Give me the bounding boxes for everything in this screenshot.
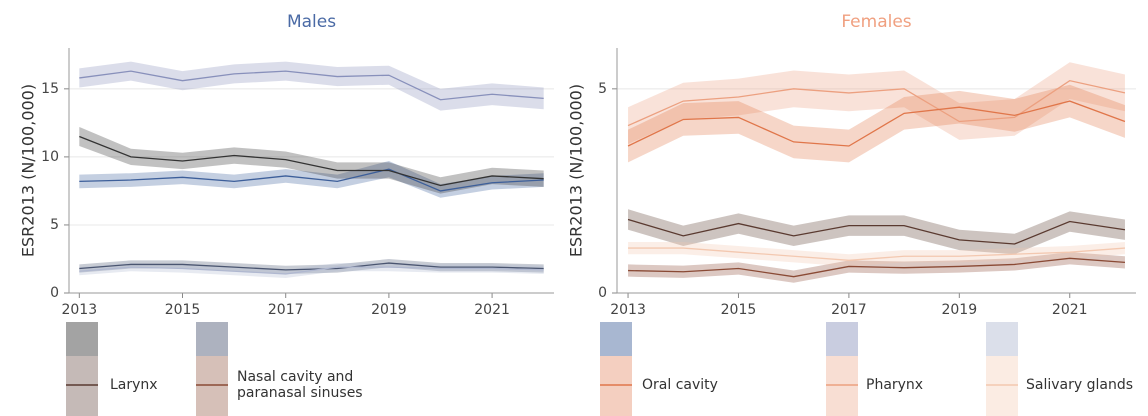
x-tick-label: 2017 — [268, 302, 304, 318]
series-line — [627, 218, 1126, 245]
legend-swatch-female — [196, 356, 228, 416]
series-line — [628, 247, 1126, 261]
x-tick-label: 2017 — [831, 302, 867, 318]
y-tick-label: 10 — [41, 149, 59, 165]
y-tick-label: 15 — [41, 81, 59, 97]
legend-label: Larynx — [110, 377, 158, 393]
legend-swatch-female — [600, 356, 632, 416]
series-line — [79, 70, 544, 101]
confidence-band — [79, 61, 544, 111]
x-tick-label: 2021 — [1052, 302, 1088, 318]
legend-swatch-female — [826, 356, 858, 416]
confidence-band — [628, 241, 1125, 267]
x-tick-label: 2019 — [371, 302, 407, 318]
series-line — [79, 135, 544, 187]
legend-swatch-female — [66, 356, 98, 416]
legend-label: Oral cavity — [642, 377, 718, 393]
confidence-band — [628, 62, 1125, 144]
y-tick-label: 0 — [598, 285, 607, 301]
legend-label: Pharynx — [866, 377, 924, 393]
confidence-band — [79, 258, 544, 274]
chart-title: Females — [841, 12, 911, 32]
x-tick-label: 2021 — [474, 302, 510, 318]
legend-swatch-male — [986, 322, 1018, 356]
x-tick-label: 2015 — [721, 302, 757, 318]
y-axis-label: ESR2013 (N/100,000) — [567, 84, 586, 257]
series-line — [79, 168, 544, 192]
legend-swatch-male — [826, 322, 858, 356]
chart-title: Males — [287, 12, 336, 32]
legend-swatch-male — [600, 322, 632, 356]
x-tick-label: 2013 — [61, 302, 97, 318]
series-line — [79, 262, 544, 271]
x-tick-label: 2019 — [941, 302, 977, 318]
series-line — [79, 266, 544, 275]
legend-label: Salivary glands — [1026, 377, 1134, 393]
confidence-band — [79, 160, 544, 198]
confidence-band — [79, 126, 544, 194]
legend-swatch-male — [66, 322, 98, 356]
series-line — [627, 100, 1126, 147]
confidence-band — [628, 84, 1125, 163]
legend-swatch-male — [196, 322, 228, 356]
y-tick-label: 5 — [598, 81, 607, 97]
y-tick-label: 5 — [50, 217, 59, 233]
series-line — [628, 257, 1126, 278]
y-tick-label: 0 — [50, 285, 59, 301]
y-axis-label: ESR2013 (N/100,000) — [19, 84, 38, 257]
x-tick-label: 2015 — [165, 302, 201, 318]
series-line — [627, 79, 1126, 127]
legend-swatch-female — [986, 356, 1018, 416]
x-tick-label: 2013 — [610, 302, 646, 318]
legend-label: Nasal cavity and paranasal sinuses — [237, 369, 363, 401]
